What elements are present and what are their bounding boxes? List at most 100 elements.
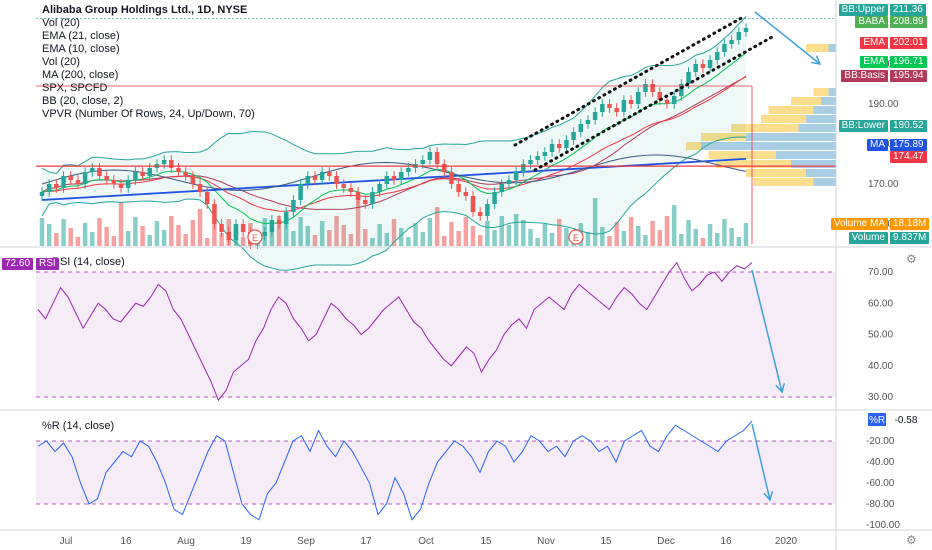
- volume-bar: [169, 216, 174, 246]
- price-projection-arrow-head: [811, 55, 822, 65]
- candle-body: [535, 156, 540, 160]
- candle-body: [327, 172, 332, 176]
- rsi-tick-label: 50.00: [868, 330, 893, 341]
- price-tag-value: 202.01: [890, 37, 927, 49]
- volume-bar: [736, 237, 742, 246]
- volume-bar: [406, 237, 411, 246]
- volume-bar: [650, 221, 655, 246]
- volume-bar: [556, 219, 562, 246]
- price-projection-arrow: [754, 11, 821, 65]
- volume-bar: [564, 228, 569, 246]
- volume-bar: [442, 236, 447, 246]
- volume-bar: [97, 218, 102, 246]
- price-tag-value: 174.47: [890, 151, 927, 163]
- candle-body: [363, 200, 368, 204]
- candle-body: [262, 232, 267, 236]
- legend-line[interactable]: BB (20, close, 2): [42, 95, 124, 107]
- volume-bar: [140, 226, 145, 246]
- candle-body: [657, 92, 663, 100]
- candle-body: [736, 32, 742, 40]
- candle-body: [621, 100, 627, 112]
- legend-line[interactable]: EMA (10, close): [42, 43, 120, 55]
- candle-body: [305, 176, 311, 184]
- volume-bar: [212, 224, 217, 246]
- candle-body: [291, 200, 296, 212]
- wr-tag: [868, 413, 886, 426]
- candle-body: [485, 204, 490, 216]
- vp-bar: [806, 169, 836, 177]
- price-tag-label: BB:Upper: [838, 4, 888, 16]
- price-tag-value: 195.94: [890, 70, 927, 82]
- volume-bar: [82, 223, 88, 246]
- candle-body: [434, 152, 440, 164]
- candle-body: [521, 164, 526, 172]
- candle-body: [169, 160, 174, 168]
- candle-body: [147, 168, 152, 176]
- legend-line[interactable]: EMA (21, close): [42, 30, 120, 42]
- rsi-tag-badge: RSI: [36, 258, 59, 270]
- volume-bar: [147, 235, 152, 246]
- settings-icon[interactable]: ⚙: [906, 533, 917, 547]
- vp-bar: [776, 151, 836, 159]
- volume-bar: [384, 233, 390, 246]
- price-tag-value: 211.36: [890, 4, 926, 16]
- candle-body: [312, 176, 318, 180]
- legend-line[interactable]: SPX, SPCFD: [42, 82, 108, 94]
- price-tag-label: EMA: [860, 37, 888, 49]
- rsi-value-badge: 72.60: [2, 258, 34, 270]
- legend-line[interactable]: Vol (20): [42, 56, 80, 68]
- volume-bar: [686, 220, 691, 246]
- vp-bar: [828, 44, 836, 52]
- vp-bar: [791, 160, 836, 168]
- candle-body: [686, 72, 691, 84]
- candle-body: [679, 84, 684, 96]
- candle-body: [636, 92, 641, 104]
- earnings-marker: [568, 229, 584, 245]
- volume-bar: [679, 234, 684, 246]
- legend-line[interactable]: Vol (20): [42, 17, 80, 29]
- volume-bar: [291, 231, 296, 246]
- volume-bar: [298, 217, 303, 246]
- rsi-band: [36, 272, 836, 397]
- time-tick-label: 16: [720, 536, 732, 547]
- candle-body: [391, 176, 397, 180]
- time-tick-label: 15: [480, 536, 492, 547]
- wr-legend: %R (14, close): [42, 420, 114, 433]
- chart-legend: Alibaba Group Holdings Ltd., 1D, NYSE Vo…: [42, 4, 255, 121]
- wr-label[interactable]: %R (14, close): [42, 420, 115, 432]
- vp-bar: [813, 178, 836, 186]
- bb-band-fill: [42, 16, 746, 271]
- candle-body: [276, 220, 282, 224]
- volume-bar: [319, 221, 325, 246]
- candle-body: [528, 160, 533, 164]
- ema21-line: [41, 75, 747, 212]
- candle-body: [204, 192, 210, 204]
- rsi-label[interactable]: RSI (14, close): [52, 256, 125, 268]
- price-tag-value: 180.52: [890, 120, 927, 132]
- price-tick-label: 190.00: [868, 99, 899, 110]
- volume-bar: [111, 236, 117, 246]
- rsi-tick-label: 70.00: [868, 267, 893, 278]
- earnings-marker: [247, 229, 263, 245]
- rsi-tick-label: 40.00: [868, 361, 893, 372]
- rsi-tick-label: 30.00: [868, 392, 893, 403]
- volume-bar: [607, 236, 612, 246]
- legend-line[interactable]: VPVR (Number Of Rows, 24, Up/Down, 70): [42, 108, 255, 120]
- rsi-tick-label: 60.00: [868, 298, 893, 309]
- candle-body: [456, 184, 461, 192]
- volume-bar: [305, 226, 311, 246]
- candle-body: [341, 184, 346, 188]
- candle-body: [592, 112, 598, 120]
- candle-body: [492, 192, 497, 204]
- volume-bar: [621, 231, 627, 246]
- settings-icon[interactable]: ⚙: [906, 252, 917, 266]
- rsi-legend: RSI (14, close): [52, 256, 125, 269]
- legend-line[interactable]: MA (200, close): [42, 69, 119, 81]
- candle-body: [384, 176, 390, 184]
- candle-body: [564, 140, 569, 148]
- candle-body: [284, 212, 289, 224]
- candle-body: [90, 168, 95, 172]
- candle-body: [578, 124, 584, 132]
- earnings-marker-label: E: [252, 233, 258, 243]
